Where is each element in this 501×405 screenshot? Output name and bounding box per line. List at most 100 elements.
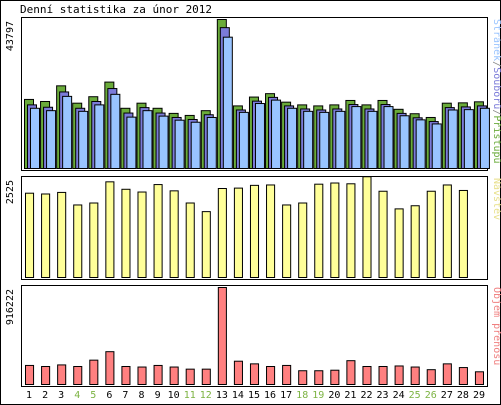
x-tick-label-2: 2 — [42, 390, 48, 401]
x-tick-label-6: 6 — [106, 390, 112, 401]
bar-requests-Stránek-1 — [30, 107, 40, 169]
bar-traffic-Objem přenosu-1 — [25, 364, 35, 385]
bar-visits-Návštěv-7 — [121, 188, 131, 278]
bar-traffic-Objem přenosu-21 — [346, 360, 356, 385]
bar-visits-Návštěv-16 — [266, 184, 276, 278]
bar-visits-Návštěv-22 — [362, 176, 372, 278]
bar-traffic-Objem přenosu-24 — [394, 365, 404, 386]
bar-requests-Stránek-14 — [238, 111, 249, 169]
bar-traffic-Objem přenosu-29 — [474, 371, 484, 385]
x-tick-label-29: 29 — [473, 390, 485, 401]
x-tick-label-19: 19 — [312, 390, 324, 401]
x-tick-label-12: 12 — [200, 390, 212, 401]
bar-visits-Návštěv-19 — [314, 183, 324, 278]
bar-visits-Návštěv-11 — [185, 202, 195, 278]
bar-requests-Stránek-23 — [383, 106, 394, 170]
bar-traffic-Objem přenosu-7 — [121, 366, 131, 385]
bar-requests-Stránek-12 — [206, 116, 217, 169]
bar-traffic-Objem přenosu-11 — [185, 368, 195, 386]
bar-visits-Návštěv-13 — [217, 187, 227, 278]
bar-visits-Návštěv-10 — [169, 190, 179, 278]
bar-requests-Stránek-10 — [174, 119, 185, 170]
bar-requests-Stránek-22 — [367, 110, 378, 169]
y-max-label-visits: 2525 — [5, 180, 16, 204]
x-tick-label-13: 13 — [216, 390, 228, 401]
legend-part-requests-1: / — [491, 61, 501, 67]
bar-visits-Návštěv-23 — [378, 190, 388, 278]
bar-requests-Stránek-13 — [222, 36, 233, 170]
bar-traffic-Objem přenosu-22 — [362, 366, 372, 385]
bar-visits-Návštěv-15 — [249, 184, 260, 278]
bar-requests-Stránek-3 — [62, 95, 73, 169]
panel-frame-traffic — [21, 285, 488, 387]
bar-visits-Návštěv-8 — [137, 191, 147, 278]
bar-traffic-Objem přenosu-15 — [249, 363, 260, 385]
bar-requests-Stránek-28 — [463, 109, 474, 169]
x-tick-label-21: 21 — [344, 390, 356, 401]
bar-traffic-Objem přenosu-4 — [73, 366, 83, 385]
bar-traffic-Objem přenosu-9 — [153, 364, 163, 385]
bar-traffic-Objem přenosu-28 — [458, 367, 468, 386]
bar-requests-Stránek-18 — [303, 110, 314, 169]
bar-traffic-Objem přenosu-17 — [282, 364, 292, 385]
chart-title: Denní statistika za únor 2012 — [20, 3, 213, 16]
bar-traffic-Objem přenosu-16 — [266, 366, 276, 385]
x-tick-label-14: 14 — [232, 390, 244, 401]
bar-visits-Návštěv-28 — [458, 189, 468, 279]
legend-part-requests-0: Stránek — [491, 19, 501, 61]
x-tick-label-18: 18 — [296, 390, 308, 401]
bar-visits-Návštěv-26 — [426, 190, 436, 278]
bar-traffic-Objem přenosu-23 — [378, 366, 388, 385]
x-tick-label-7: 7 — [122, 390, 128, 401]
legend-part-requests-4: Přístupů — [491, 115, 501, 163]
y-max-label-traffic: 916222 — [5, 289, 16, 325]
legend-part-requests-2: Souborů — [491, 67, 501, 109]
bar-requests-Stránek-24 — [399, 115, 410, 169]
bar-requests-Stránek-27 — [447, 109, 458, 169]
bar-traffic-Objem přenosu-18 — [298, 370, 308, 386]
x-tick-label-10: 10 — [168, 390, 180, 401]
bar-requests-Stránek-26 — [431, 123, 442, 169]
legend-part-visits-0: Návštěv — [491, 178, 501, 220]
bar-requests-Stránek-25 — [415, 119, 426, 169]
bar-requests-Stránek-21 — [351, 106, 362, 170]
bar-traffic-Objem přenosu-12 — [201, 368, 211, 386]
x-tick-label-11: 11 — [184, 390, 196, 401]
bar-traffic-Objem přenosu-20 — [330, 369, 340, 385]
x-tick-label-22: 22 — [360, 390, 372, 401]
bar-requests-Stránek-20 — [335, 110, 346, 169]
bar-visits-Návštěv-2 — [41, 193, 51, 278]
bar-visits-Návštěv-4 — [73, 204, 83, 278]
x-tick-label-26: 26 — [425, 390, 437, 401]
bar-visits-Návštěv-6 — [105, 181, 115, 278]
panel-frame-requests — [21, 17, 488, 171]
bar-requests-Stránek-5 — [94, 104, 105, 169]
x-tick-label-17: 17 — [280, 390, 292, 401]
x-tick-label-24: 24 — [393, 390, 405, 401]
bar-visits-Návštěv-27 — [442, 184, 452, 278]
x-tick-label-9: 9 — [155, 390, 161, 401]
bar-visits-Návštěv-25 — [410, 205, 420, 279]
bar-requests-Stránek-29 — [479, 107, 490, 169]
x-tick-label-28: 28 — [457, 390, 469, 401]
x-tick-label-23: 23 — [377, 390, 389, 401]
bar-requests-Stránek-9 — [158, 115, 169, 169]
bar-visits-Návštěv-24 — [394, 208, 404, 278]
bar-traffic-Objem přenosu-10 — [169, 366, 179, 385]
bar-traffic-Objem přenosu-6 — [105, 351, 115, 386]
bar-requests-Stránek-2 — [46, 110, 57, 169]
panel-frame-visits — [21, 176, 488, 280]
bar-visits-Návštěv-12 — [201, 211, 211, 278]
bar-visits-Návštěv-18 — [298, 202, 308, 278]
bar-visits-Návštěv-1 — [25, 192, 35, 278]
bar-visits-Návštěv-20 — [330, 182, 340, 278]
bar-requests-Stránek-15 — [254, 103, 265, 169]
bar-requests-Stránek-6 — [110, 93, 121, 169]
bar-traffic-Objem přenosu-14 — [233, 360, 243, 386]
bar-visits-Návštěv-5 — [89, 202, 99, 278]
bar-traffic-Objem přenosu-3 — [57, 364, 67, 385]
bar-traffic-Objem přenosu-25 — [410, 366, 420, 385]
bar-requests-Stránek-16 — [271, 99, 282, 169]
x-tick-label-15: 15 — [248, 390, 260, 401]
